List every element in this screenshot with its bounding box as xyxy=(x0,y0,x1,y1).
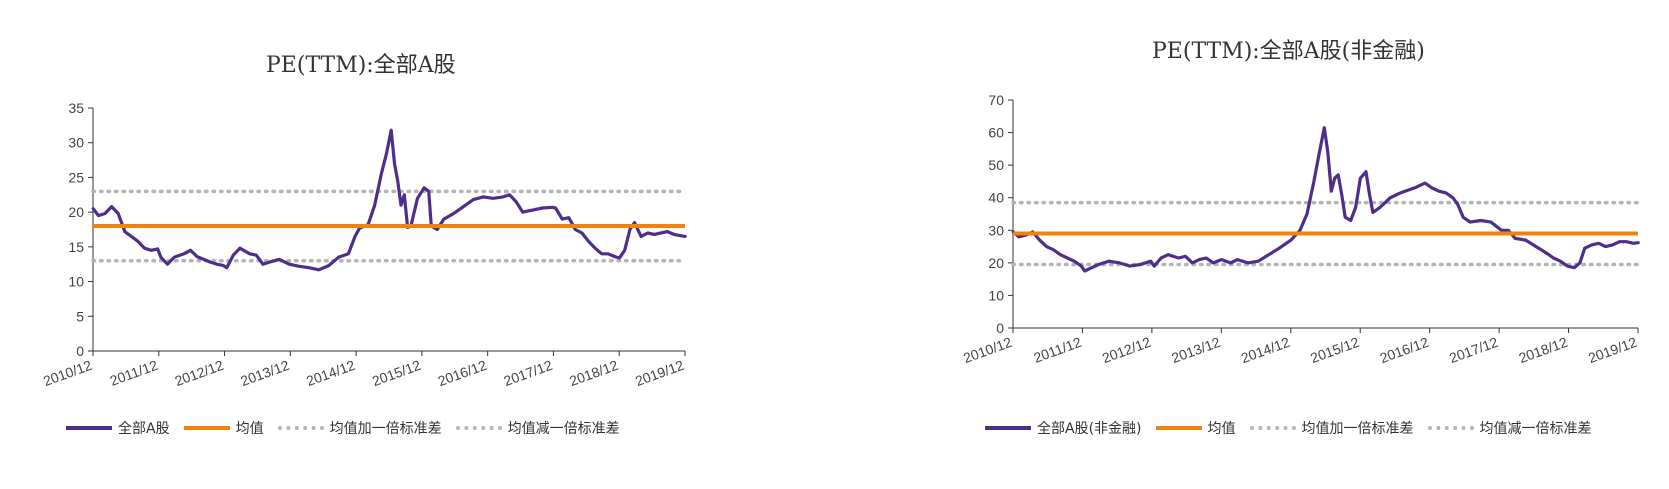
x-tick-label: 2016/12 xyxy=(1378,334,1431,366)
y-tick-label: 60 xyxy=(988,125,1004,141)
legend-swatch-upper-band xyxy=(1249,426,1296,430)
y-tick-label: 50 xyxy=(988,157,1004,173)
chart-plot: 0 10 20 30 40 50 60 70 2010/12 2011/12 2012/12 2013… xyxy=(961,92,1640,366)
x-tick-label: 2013/12 xyxy=(1169,334,1222,366)
y-tick-label: 30 xyxy=(988,222,1004,238)
y-tick-label: 0 xyxy=(76,343,84,359)
legend-item-mean: 均值 xyxy=(1155,418,1236,438)
x-tick-label: 2012/12 xyxy=(1100,334,1153,366)
x-tick-label: 2012/12 xyxy=(173,357,226,389)
y-tick-label: 0 xyxy=(996,320,1004,336)
chart-title: PE(TTM):全部A股(非金融) xyxy=(1152,39,1425,64)
chart-title: PE(TTM):全部A股 xyxy=(266,53,456,78)
legend-swatch-upper-band xyxy=(277,426,324,430)
legend-label: 均值减一倍标准差 xyxy=(1479,421,1592,437)
chart-legend: 全部A股(非金融) 均值 均值加一倍标准差 均值减一倍标准差 xyxy=(985,418,1606,438)
x-tick-label: 2011/12 xyxy=(108,357,160,389)
x-tick-label: 2014/12 xyxy=(304,357,357,389)
x-tick-label: 2014/12 xyxy=(1239,334,1292,366)
legend-item-mean: 均值 xyxy=(183,418,264,438)
series-line xyxy=(1011,126,1640,273)
y-tick-label: 15 xyxy=(68,239,84,255)
x-tick-label: 2011/12 xyxy=(1031,334,1083,366)
y-tick-label: 30 xyxy=(68,135,84,151)
legend-label: 全部A股 xyxy=(118,421,170,437)
legend-item-series: 全部A股(非金融) xyxy=(985,418,1142,438)
y-tick-label: 40 xyxy=(988,190,1004,206)
chart-all-a-shares: PE(TTM):全部A股 0 5 10 15 20 25 30 35 2010/12 2011/1… xyxy=(0,0,760,489)
x-tick-label: 2019/12 xyxy=(1586,334,1639,366)
x-tick-label: 2016/12 xyxy=(436,357,489,389)
legend-item-lower-band: 均值减一倍标准差 xyxy=(1427,418,1592,438)
legend-swatch-lower-band xyxy=(1427,426,1474,430)
y-tick-label: 5 xyxy=(76,308,84,324)
x-tick-label: 2017/12 xyxy=(1447,334,1500,366)
chart-plot: 0 5 10 15 20 25 30 35 2010/12 2011/12 2012/12 2013/… xyxy=(41,100,687,389)
legend-swatch-series xyxy=(66,426,112,430)
chart-all-a-shares-non-financial: PE(TTM):全部A股(非金融) 0 10 20 30 40 50 60 70 2010/12… xyxy=(900,0,1669,489)
legend-swatch-mean xyxy=(1155,426,1202,430)
x-tick-label: 2018/12 xyxy=(1517,334,1570,366)
chart-legend: 全部A股 均值 均值加一倍标准差 均值减一倍标准差 xyxy=(66,418,634,438)
y-tick-label: 70 xyxy=(988,92,1004,108)
x-tick-label: 2019/12 xyxy=(633,357,686,389)
legend-label: 均值加一倍标准差 xyxy=(329,421,442,437)
legend-label: 均值减一倍标准差 xyxy=(507,421,620,437)
x-tick-label: 2015/12 xyxy=(1308,334,1361,366)
x-tick-label: 2010/12 xyxy=(961,334,1014,366)
y-tick-label: 20 xyxy=(68,204,84,220)
legend-item-series: 全部A股 xyxy=(66,418,170,438)
y-tick-label: 35 xyxy=(68,100,84,116)
legend-item-upper-band: 均值加一倍标准差 xyxy=(1249,418,1414,438)
series-line xyxy=(91,128,687,272)
legend-swatch-lower-band xyxy=(455,426,502,430)
y-tick-label: 25 xyxy=(68,169,84,185)
legend-label: 全部A股(非金融) xyxy=(1037,421,1142,437)
y-tick-label: 10 xyxy=(988,287,1004,303)
legend-swatch-series xyxy=(985,426,1031,430)
y-tick-label: 10 xyxy=(68,274,84,290)
y-tick-label: 20 xyxy=(988,255,1004,271)
legend-label: 均值 xyxy=(235,421,264,437)
x-tick-label: 2013/12 xyxy=(238,357,291,389)
x-tick-label: 2015/12 xyxy=(370,357,423,389)
x-tick-label: 2017/12 xyxy=(501,357,554,389)
x-tick-label: 2018/12 xyxy=(567,357,620,389)
legend-item-lower-band: 均值减一倍标准差 xyxy=(455,418,620,438)
legend-item-upper-band: 均值加一倍标准差 xyxy=(277,418,442,438)
x-tick-label: 2010/12 xyxy=(41,357,94,389)
legend-label: 均值 xyxy=(1207,421,1236,437)
legend-swatch-mean xyxy=(183,426,230,430)
legend-label: 均值加一倍标准差 xyxy=(1301,421,1414,437)
